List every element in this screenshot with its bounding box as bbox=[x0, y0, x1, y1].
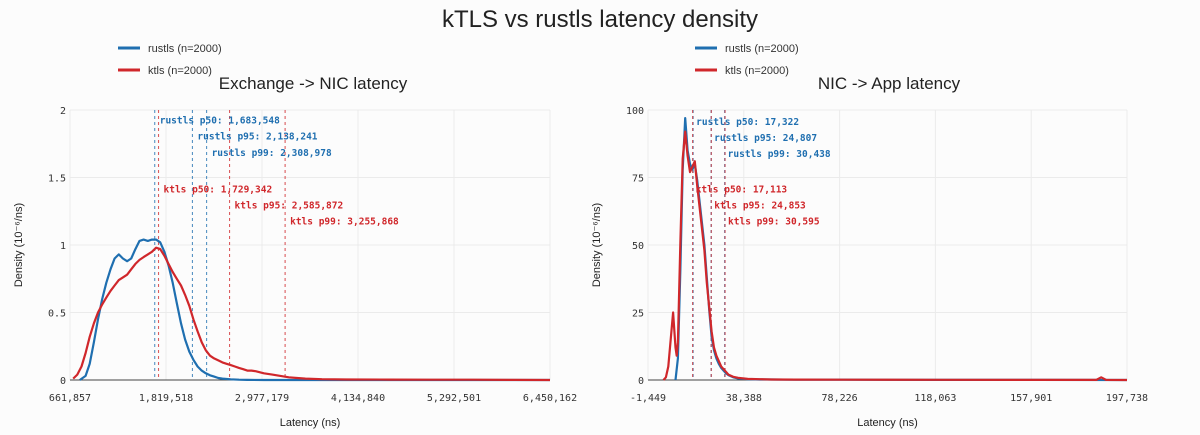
chart-1-y-tick-label: 1 bbox=[60, 241, 66, 252]
figure-title: kTLS vs rustls latency density bbox=[441, 6, 759, 33]
chart-1-x-tick-label: 5,292,501 bbox=[427, 393, 481, 404]
chart-2-x-tick-label: 38,388 bbox=[726, 393, 762, 404]
chart-1-title: Exchange -> NIC latency bbox=[219, 74, 408, 93]
chart-1-y-tick-label: 1.5 bbox=[48, 174, 66, 185]
chart-2-y-tick-label: 25 bbox=[632, 309, 644, 320]
chart-2-rustls-percentile-label: rustls p99: 30,438 bbox=[728, 149, 831, 160]
chart-1-y-tick-label: 0.5 bbox=[48, 309, 66, 320]
chart-2-ktls-percentile-label: ktls p50: 17,113 bbox=[696, 184, 788, 195]
chart-1-y-tick-label: 2 bbox=[60, 106, 66, 117]
chart-1-x-tick-label: 1,819,518 bbox=[139, 393, 193, 404]
chart-2-x-tick-label: -1,449 bbox=[630, 393, 666, 404]
chart-2-title: NIC -> App latency bbox=[818, 74, 961, 93]
chart-1-legend-label-rustls: rustls (n=2000) bbox=[148, 43, 222, 55]
chart-1-x-tick-label: 661,857 bbox=[49, 393, 91, 404]
chart-1-ktls-percentile-label: ktls p99: 3,255,868 bbox=[290, 217, 399, 228]
chart-2-y-tick-label: 0 bbox=[638, 376, 644, 387]
chart-2-legend-label-ktls: ktls (n=2000) bbox=[725, 65, 789, 77]
chart-1-x-tick-label: 2,977,179 bbox=[235, 393, 289, 404]
chart-1-x-tick-label: 4,134,840 bbox=[331, 393, 385, 404]
chart-1-y-tick-label: 0 bbox=[60, 376, 66, 387]
chart-2-y-axis-label: Density (10⁻⁶/ns) bbox=[591, 203, 603, 287]
chart-2-rustls-percentile-label: rustls p50: 17,322 bbox=[696, 117, 799, 128]
chart-1-ktls-percentile-label: ktls p50: 1,729,342 bbox=[164, 184, 273, 195]
chart-2-ktls-density-line bbox=[662, 130, 1128, 382]
chart-2-y-tick-label: 100 bbox=[626, 106, 644, 117]
chart-1-rustls-percentile-label: rustls p50: 1,683,548 bbox=[160, 115, 280, 126]
chart-2-x-tick-label: 157,901 bbox=[1010, 393, 1052, 404]
chart-1-legend-label-ktls: ktls (n=2000) bbox=[148, 65, 212, 77]
chart-1-rustls-percentile-label: rustls p99: 2,308,978 bbox=[212, 148, 332, 159]
chart-1-rustls-density-line bbox=[79, 238, 550, 382]
chart-1-ktls-density-line bbox=[72, 246, 551, 382]
chart-1-ktls-percentile-label: ktls p95: 2,585,872 bbox=[235, 201, 344, 212]
chart-1-x-axis-label: Latency (ns) bbox=[280, 417, 341, 429]
chart-2-rustls-percentile-label: rustls p95: 24,807 bbox=[714, 133, 817, 144]
chart-2-x-tick-label: 118,063 bbox=[914, 393, 956, 404]
chart-1-y-axis-label: Density (10⁻⁶/ns) bbox=[13, 203, 25, 287]
chart-2-x-axis-label: Latency (ns) bbox=[857, 417, 918, 429]
chart-2-ktls-percentile-label: ktls p99: 30,595 bbox=[728, 217, 820, 228]
chart-2-legend-label-rustls: rustls (n=2000) bbox=[725, 43, 799, 55]
chart-1-rustls-percentile-label: rustls p95: 2,138,241 bbox=[197, 132, 317, 143]
chart-2-x-tick-label: 197,738 bbox=[1106, 393, 1148, 404]
chart-2-ktls-percentile-label: ktls p95: 24,853 bbox=[714, 201, 806, 212]
chart-2-y-tick-label: 50 bbox=[632, 241, 644, 252]
chart-1-x-tick-label: 6,450,162 bbox=[523, 393, 577, 404]
chart-2-x-tick-label: 78,226 bbox=[822, 393, 858, 404]
chart-2-y-tick-label: 75 bbox=[632, 174, 644, 185]
